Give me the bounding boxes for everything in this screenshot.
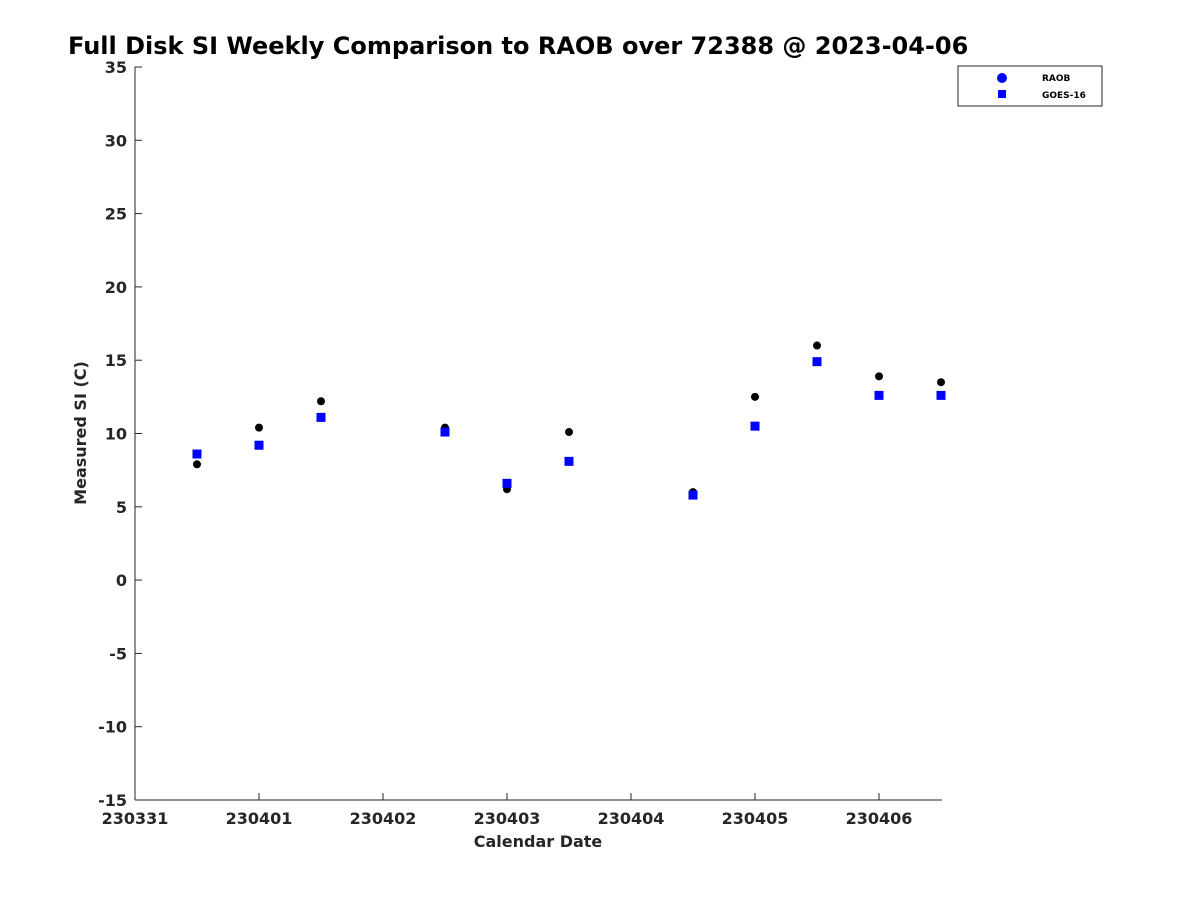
y-tick-label: -15 <box>98 791 127 810</box>
legend: RAOB GOES-16 <box>957 65 1103 107</box>
legend-label-goes16: GOES-16 <box>1042 91 1086 101</box>
y-tick-label: 5 <box>116 498 127 517</box>
goes16-point <box>750 421 760 431</box>
y-axis-label: Measured SI (C) <box>71 361 90 505</box>
x-tick-label: 230331 <box>102 809 169 828</box>
legend-box <box>957 65 1103 107</box>
x-tick-label: 230406 <box>846 809 913 828</box>
goes16-point <box>564 456 574 466</box>
y-tick-label: 30 <box>105 131 127 150</box>
goes16-point <box>812 357 822 367</box>
y-tick-label: 35 <box>105 58 127 77</box>
raob-point <box>875 372 883 381</box>
goes16-point <box>688 490 698 500</box>
x-tick-label: 230404 <box>598 809 665 828</box>
y-tick-label: -10 <box>98 718 127 737</box>
raob-point <box>937 378 945 387</box>
y-tick-label: 25 <box>105 205 127 224</box>
goes16-point <box>440 427 450 437</box>
chart-title: Full Disk SI Weekly Comparison to RAOB o… <box>68 32 968 60</box>
y-tick-label: -5 <box>109 644 127 663</box>
legend-marker-raob <box>997 73 1007 83</box>
goes16-point <box>316 412 326 422</box>
x-tick-label: 230401 <box>226 809 293 828</box>
raob-point <box>813 341 821 350</box>
y-tick-label: 10 <box>105 425 127 444</box>
x-tick-label: 230405 <box>722 809 789 828</box>
axes <box>134 67 942 801</box>
raob-point <box>751 392 759 401</box>
goes16-point <box>936 390 946 400</box>
raob-point <box>255 423 263 432</box>
y-ticks: -15 -10 -5 0 5 10 15 20 25 30 35 <box>98 58 142 810</box>
legend-marker-goes16 <box>998 90 1006 98</box>
raob-point <box>317 397 325 406</box>
goes16-point <box>254 440 264 450</box>
data-points <box>192 341 946 500</box>
goes16-point <box>874 390 884 400</box>
x-axis-label: Calendar Date <box>474 832 603 851</box>
raob-point <box>193 460 201 469</box>
x-ticks: 230331 230401 230402 230403 230404 230405 2304… <box>102 793 913 828</box>
y-tick-label: 15 <box>105 351 127 370</box>
x-tick-label: 230402 <box>350 809 417 828</box>
y-tick-label: 20 <box>105 278 127 297</box>
y-tick-label: 0 <box>116 571 127 590</box>
goes16-point <box>192 449 202 459</box>
goes16-point <box>502 478 512 488</box>
x-tick-label: 230403 <box>474 809 541 828</box>
legend-label-raob: RAOB <box>1042 74 1071 84</box>
raob-point <box>565 428 573 437</box>
